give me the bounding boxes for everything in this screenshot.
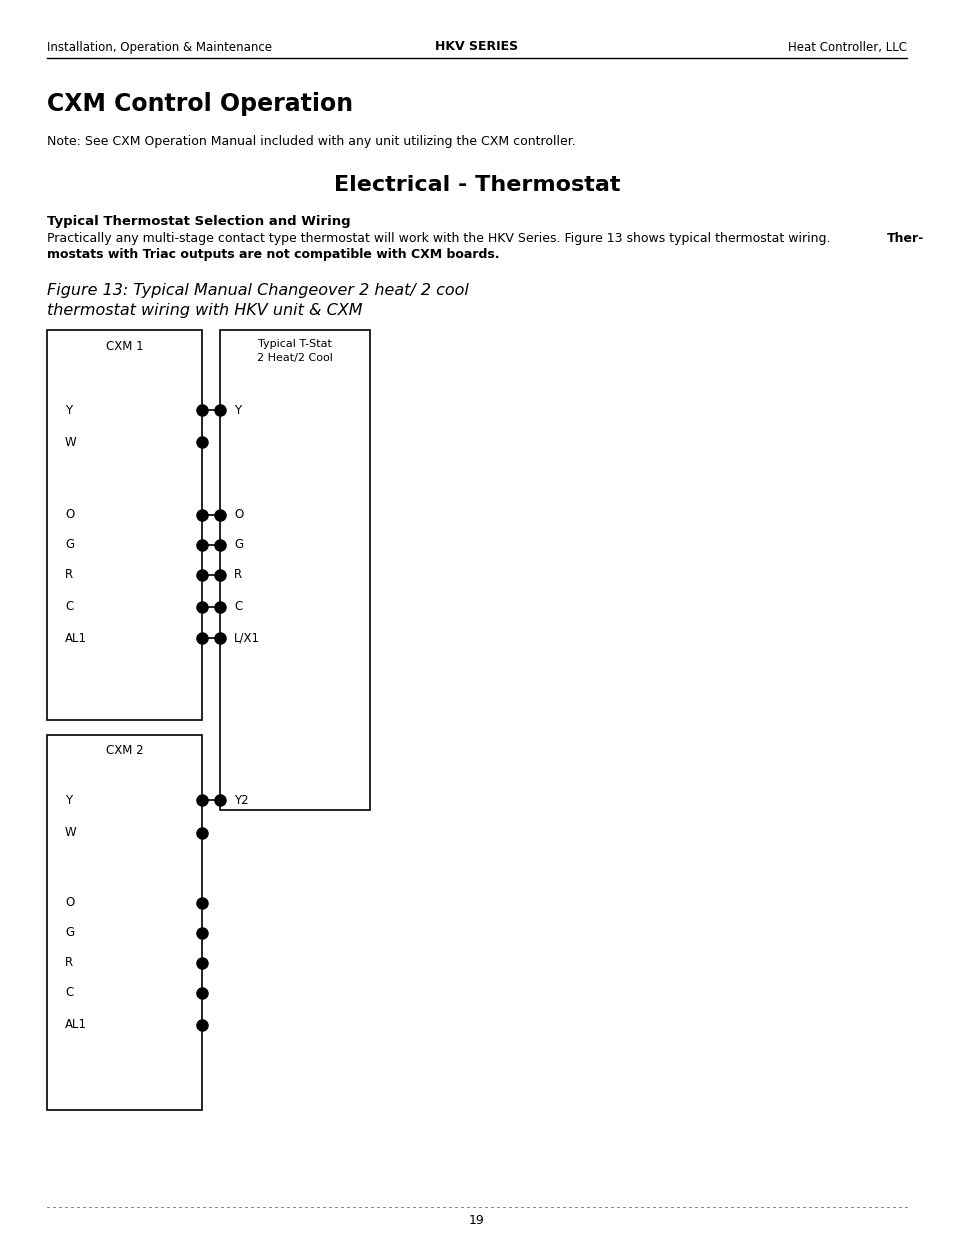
Bar [220, 330, 370, 810]
Text: CXM 2: CXM 2 [106, 745, 143, 757]
Text: AL1: AL1 [65, 631, 87, 645]
Text: mostats with Triac outputs are not compatible with CXM boards.: mostats with Triac outputs are not compa… [47, 248, 499, 261]
Text: R: R [65, 568, 73, 582]
Text: Figure 13: Typical Manual Changeover 2 heat/ 2 cool: Figure 13: Typical Manual Changeover 2 h… [47, 283, 468, 298]
Text: G: G [65, 538, 74, 552]
Text: G: G [233, 538, 243, 552]
Text: R: R [233, 568, 242, 582]
Text: AL1: AL1 [65, 1019, 87, 1031]
Text: CXM Control Operation: CXM Control Operation [47, 91, 353, 116]
Text: Y: Y [233, 404, 241, 416]
Text: Electrical - Thermostat: Electrical - Thermostat [334, 175, 619, 195]
Text: Ther-: Ther- [886, 232, 923, 245]
Text: Typical T-Stat: Typical T-Stat [258, 338, 332, 350]
Text: W: W [65, 826, 76, 840]
Text: 2 Heat/2 Cool: 2 Heat/2 Cool [256, 353, 333, 363]
Text: L/X1: L/X1 [233, 631, 260, 645]
Text: Note: See CXM Operation Manual included with any unit utilizing the CXM controll: Note: See CXM Operation Manual included … [47, 135, 576, 148]
Text: W: W [65, 436, 76, 448]
Text: Y: Y [65, 404, 72, 416]
Text: Heat Controller, LLC: Heat Controller, LLC [787, 41, 906, 53]
Text: O: O [233, 509, 243, 521]
Text: R: R [65, 956, 73, 969]
Text: Installation, Operation & Maintenance: Installation, Operation & Maintenance [47, 41, 272, 53]
Text: C: C [233, 600, 242, 614]
Text: Y: Y [65, 794, 72, 806]
Text: G: G [65, 926, 74, 940]
Text: CXM 1: CXM 1 [106, 340, 143, 352]
Text: 19: 19 [469, 1214, 484, 1226]
Text: C: C [65, 987, 73, 999]
Text: Y2: Y2 [233, 794, 249, 806]
Text: thermostat wiring with HKV unit & CXM: thermostat wiring with HKV unit & CXM [47, 303, 362, 317]
Text: O: O [65, 509, 74, 521]
Text: O: O [65, 897, 74, 909]
Text: Practically any multi-stage contact type thermostat will work with the HKV Serie: Practically any multi-stage contact type… [47, 232, 834, 245]
Bar [47, 735, 202, 1110]
Text: Typical Thermostat Selection and Wiring: Typical Thermostat Selection and Wiring [47, 215, 351, 228]
Text: C: C [65, 600, 73, 614]
Text: HKV SERIES: HKV SERIES [435, 41, 518, 53]
Bar [47, 330, 202, 720]
